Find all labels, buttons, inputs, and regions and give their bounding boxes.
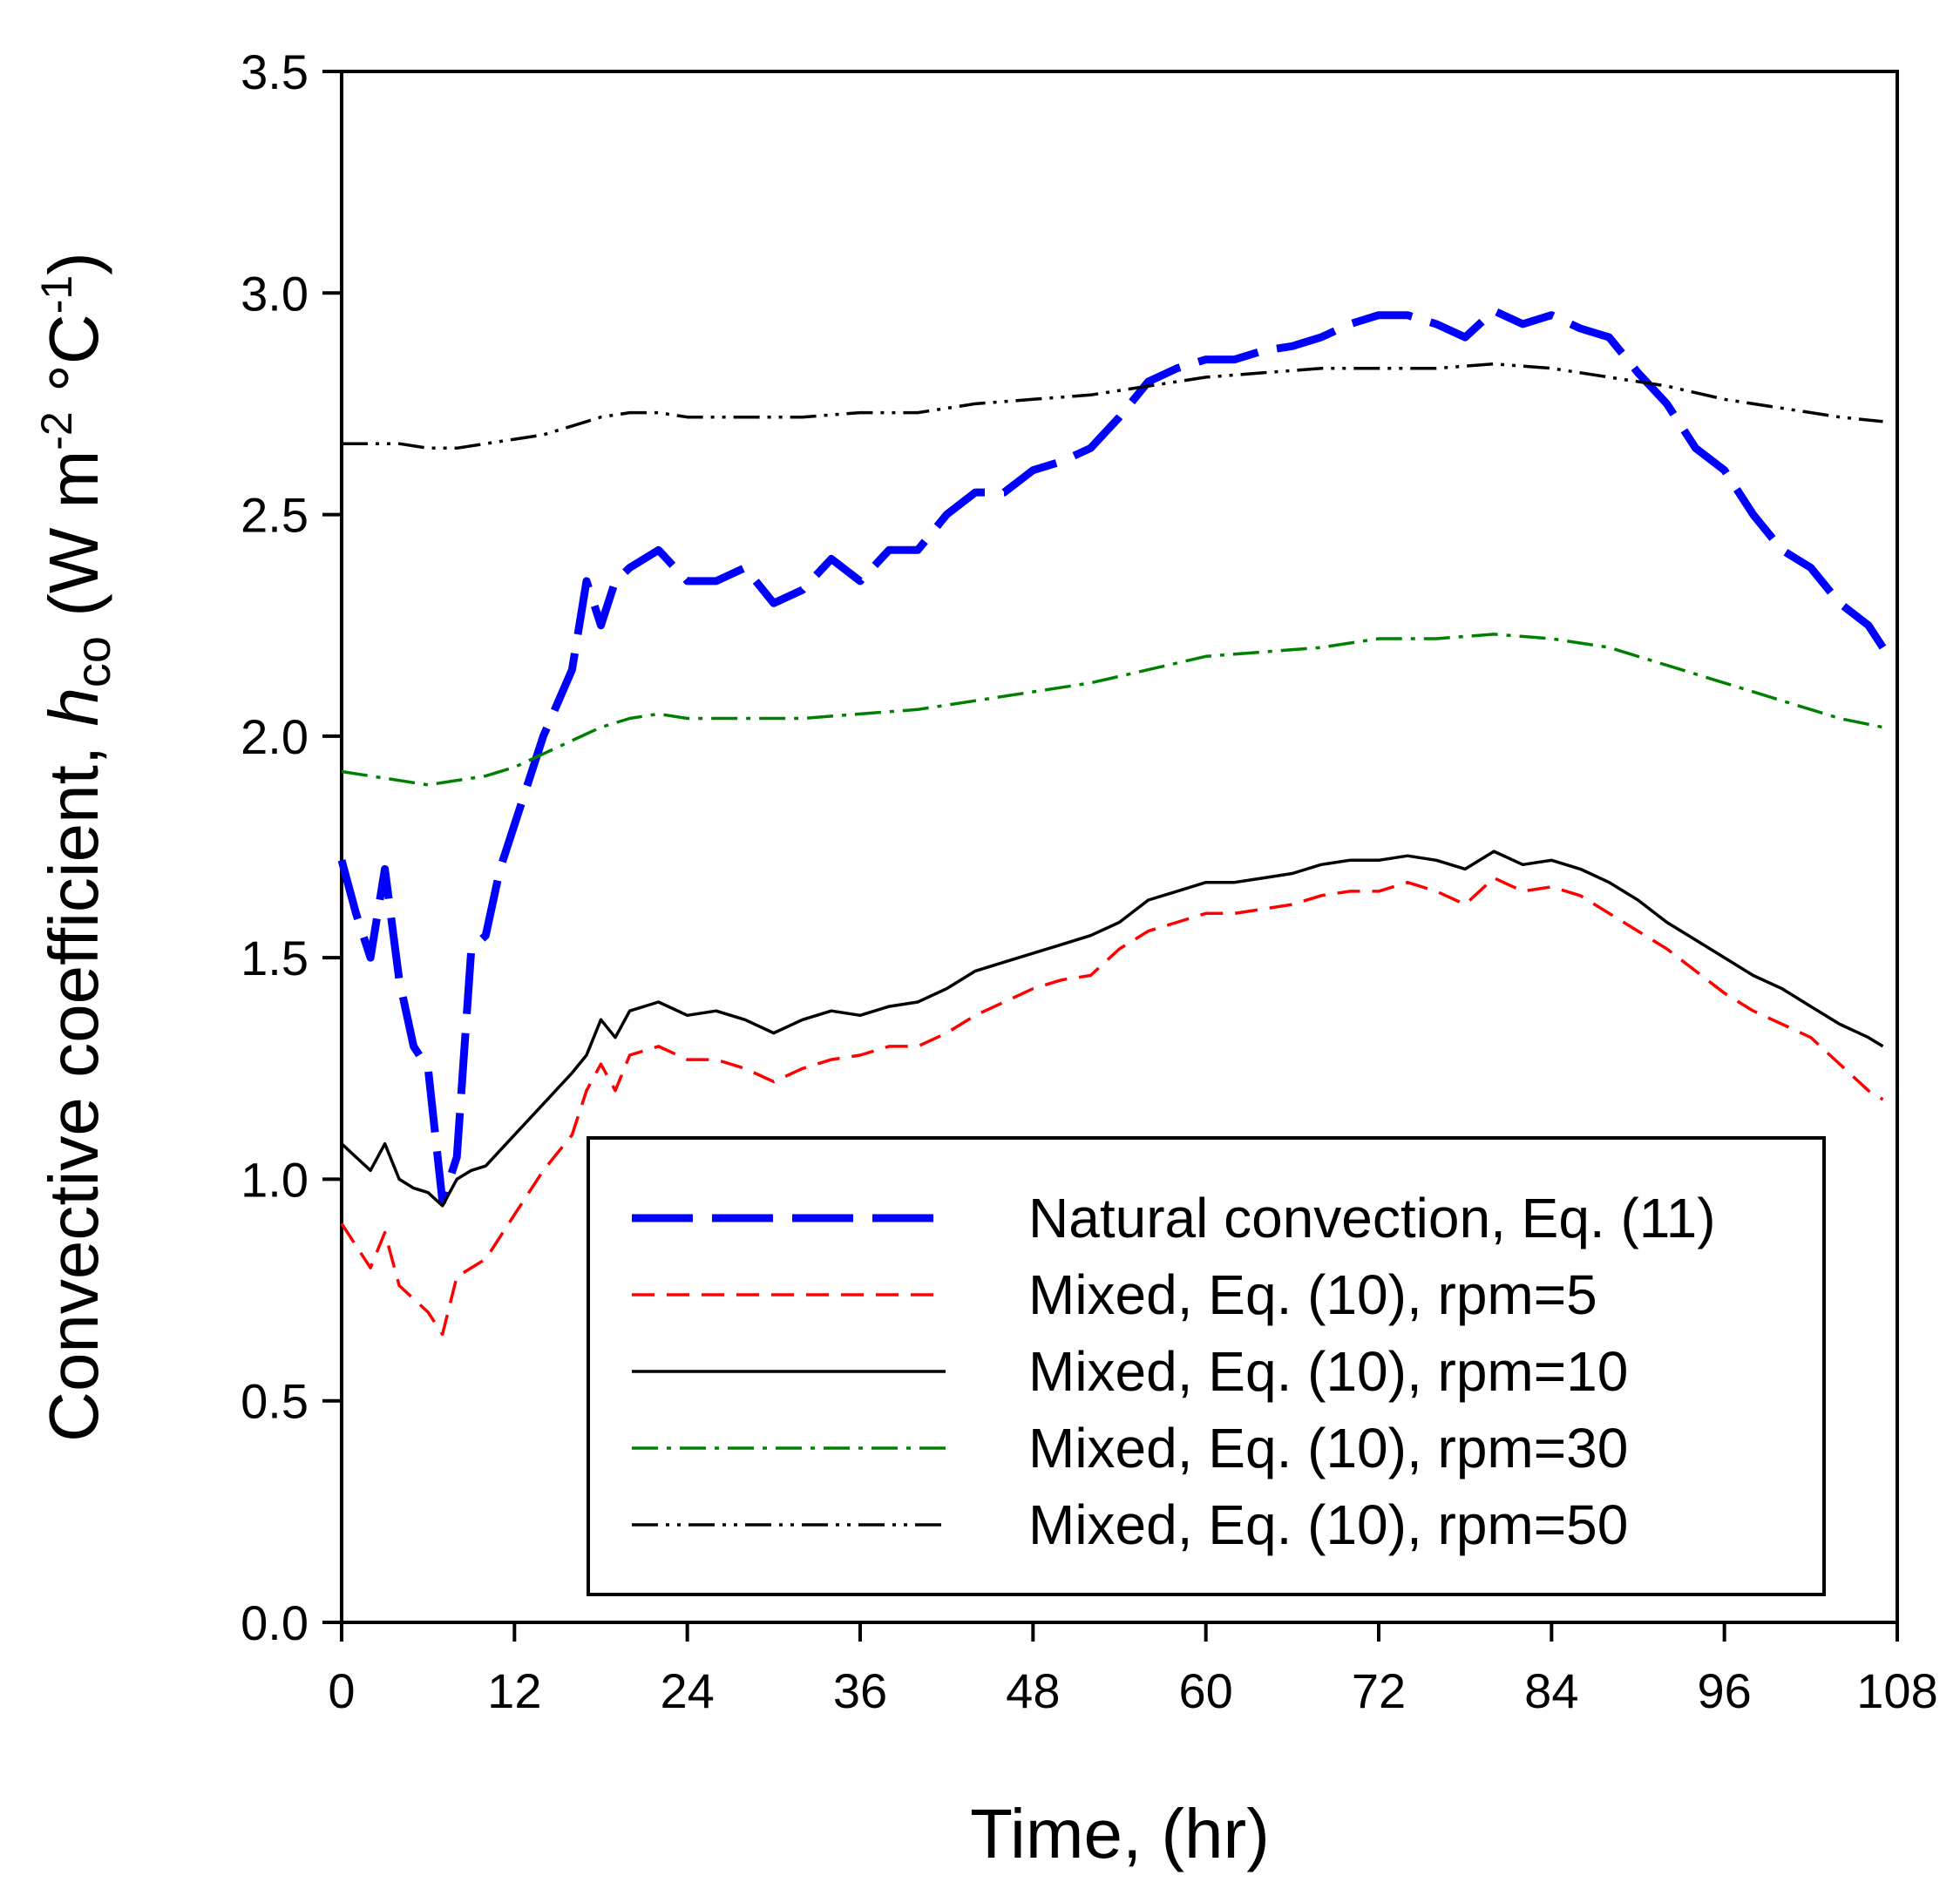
x-tick-label: 108 (1856, 1663, 1937, 1718)
x-tick-label: 72 (1352, 1663, 1406, 1718)
legend-box (587, 1136, 1826, 1596)
y-tick-label: 0.5 (241, 1374, 309, 1429)
plot-area: 0 12 24 36 48 60 72 84 96 108 0.0 0.5 1.0 1.5 2.0 2.5 3.… (241, 44, 1938, 1718)
x-tick-label: 60 (1179, 1663, 1233, 1718)
x-tick-label: 12 (487, 1663, 541, 1718)
x-axis-title: Time, (hr) (970, 1795, 1270, 1872)
x-tick-label: 36 (833, 1663, 887, 1718)
legend-label: Mixed, Eq. (10), rpm=30 (1028, 1417, 1628, 1479)
legend-label: Natural convection, Eq. (11) (1028, 1187, 1716, 1249)
x-tick-label: 24 (661, 1663, 715, 1718)
legend-items: Natural convection, Eq. (11) Mixed, Eq. (… (632, 1187, 1716, 1556)
y-tick-label: 1.5 (241, 931, 309, 985)
series-layer (337, 307, 1887, 1337)
y-tick-label: 2.5 (241, 488, 309, 543)
y-tick-label: 1.0 (241, 1152, 309, 1207)
x-tick-label: 96 (1698, 1663, 1752, 1718)
legend-label: Mixed, Eq. (10), rpm=50 (1028, 1493, 1628, 1556)
y-tick-label: 3.5 (241, 44, 309, 99)
x-tick-label: 48 (1006, 1663, 1060, 1718)
series-line-natural-convection-eq-11 (337, 307, 1887, 1206)
x-tick-label: 0 (328, 1663, 355, 1718)
legend: Natural convection, Eq. (11) Mixed, Eq. (… (587, 1136, 1826, 1596)
series-line-mixed-eq-10-rpm-50 (342, 362, 1883, 450)
series-line-mixed-eq-10-rpm-5 (340, 876, 1884, 1337)
x-tick-label: 84 (1524, 1663, 1578, 1718)
series-line-mixed-eq-10-rpm-30 (341, 633, 1883, 787)
legend-label: Mixed, Eq. (10), rpm=5 (1028, 1263, 1597, 1326)
y-tick-label: 2.0 (241, 709, 309, 764)
legend-label: Mixed, Eq. (10), rpm=10 (1028, 1340, 1628, 1403)
y-axis-title: Convective coefficient, hco (W m-2 °C-1) (32, 252, 120, 1442)
y-tick-label: 0.0 (241, 1595, 309, 1650)
series-line-mixed-eq-10-rpm-10 (340, 850, 1884, 1208)
y-tick-label: 3.0 (241, 266, 309, 321)
tick-layer: 0 12 24 36 48 60 72 84 96 108 0.0 0.5 1.0 1.5 2.0 2.5 3.… (241, 44, 1938, 1718)
plot-frame (340, 70, 1899, 1624)
